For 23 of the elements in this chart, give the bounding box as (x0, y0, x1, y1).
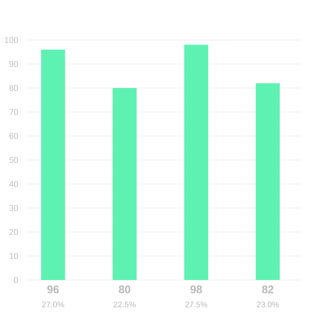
x-tick-label: 27.5% (185, 302, 208, 308)
x-tick-label: 23.0% (256, 302, 279, 308)
bar (184, 44, 208, 280)
y-tick-label: 20 (9, 228, 18, 236)
y-tick-label: 30 (9, 204, 18, 212)
y-tick-label: 90 (9, 60, 18, 67)
bar (112, 88, 137, 280)
y-tick-label: 60 (9, 132, 18, 139)
bar (256, 83, 280, 280)
y-tick-label: 40 (9, 180, 18, 188)
x-tick-label: 27.0% (42, 302, 64, 308)
bar (41, 50, 66, 280)
y-tick-label: 70 (9, 108, 18, 115)
y-tick-label: 0 (14, 276, 18, 284)
data-label: 98 (190, 286, 202, 294)
y-tick-label: 10 (10, 252, 18, 260)
x-tick-label: 22.5% (114, 302, 136, 308)
data-label: 96 (47, 286, 59, 294)
y-tick-label: 100 (4, 36, 18, 43)
y-tick-label: 50 (9, 156, 18, 164)
data-label: 82 (262, 286, 274, 294)
y-tick-label: 80 (9, 84, 18, 91)
data-label: 80 (118, 286, 130, 294)
